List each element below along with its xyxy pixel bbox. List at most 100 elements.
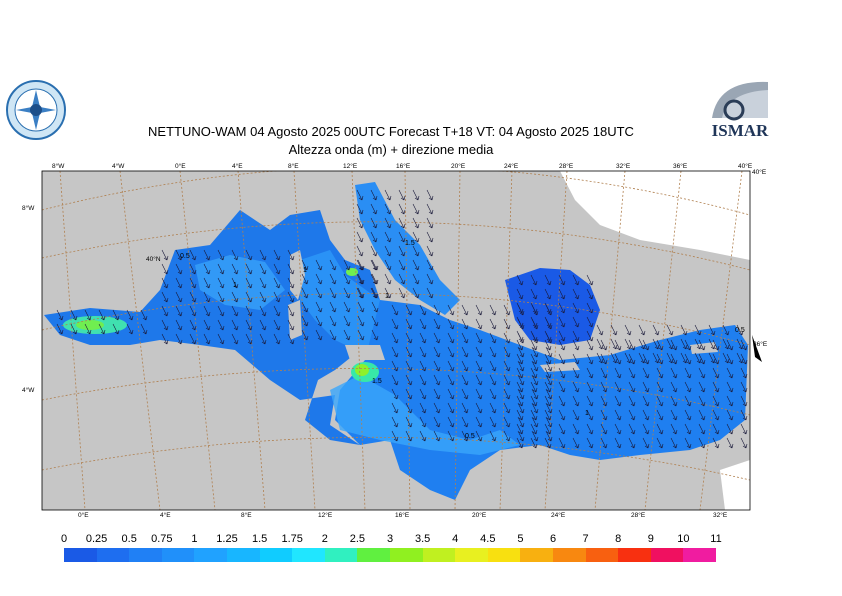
wave-direction-arrow xyxy=(489,430,497,442)
map-subtitle: Altezza onda (m) + direzione media xyxy=(288,142,494,157)
wave-direction-arrow xyxy=(384,217,392,229)
wave-direction-arrow xyxy=(433,430,441,442)
colorbar-label: 0.75 xyxy=(151,533,173,545)
wave-direction-arrow xyxy=(545,388,553,400)
wave-direction-arrow xyxy=(475,346,483,358)
wave-direction-arrow xyxy=(419,430,427,442)
wave-direction-arrow xyxy=(489,304,497,316)
wave-direction-arrow xyxy=(273,291,281,303)
wave-direction-arrow xyxy=(680,324,688,336)
wave-direction-arrow xyxy=(419,416,427,428)
wave-direction-arrow xyxy=(726,367,734,379)
wave-direction-arrow xyxy=(203,263,211,275)
lon-label: 4°E xyxy=(160,511,171,519)
wave-hotspot-sicily-core xyxy=(355,364,369,376)
wave-direction-arrow xyxy=(572,409,580,421)
colorbar-cell xyxy=(64,548,97,562)
wave-direction-arrow xyxy=(419,402,427,414)
wave-direction-arrow xyxy=(245,263,253,275)
wave-direction-arrow xyxy=(545,346,553,358)
wave-direction-arrow xyxy=(273,333,281,345)
wave-direction-arrow xyxy=(140,309,148,321)
wave-direction-arrow xyxy=(189,333,197,345)
wave-direction-arrow xyxy=(684,409,692,421)
wave-direction-arrow xyxy=(652,352,660,364)
wave-direction-arrow xyxy=(315,273,323,285)
north-arrow-icon xyxy=(752,335,762,362)
wave-direction-arrow xyxy=(642,367,650,379)
wave-direction-arrow xyxy=(461,374,469,386)
wave-direction-arrow xyxy=(175,333,183,345)
contour-label: 1 xyxy=(585,410,589,417)
wave-direction-arrow xyxy=(461,402,469,414)
lon-label: 0°E xyxy=(78,511,89,519)
wave-direction-arrow xyxy=(698,409,706,421)
wave-direction-arrow xyxy=(405,318,413,330)
wave-direction-arrow xyxy=(315,259,323,271)
wave-direction-arrow xyxy=(433,318,441,330)
colorbar-cell xyxy=(194,548,227,562)
wave-direction-arrow xyxy=(356,217,364,229)
wave-direction-arrow xyxy=(544,330,552,342)
wave-direction-arrow xyxy=(558,381,566,393)
wave-direction-arrow xyxy=(245,277,253,289)
wave-direction-arrow xyxy=(217,333,225,345)
contour-label: 1 xyxy=(233,282,237,289)
wave-direction-arrow xyxy=(161,277,169,289)
wave-direction-arrow xyxy=(217,291,225,303)
wave-direction-arrow xyxy=(475,402,483,414)
colorbar-label: 2 xyxy=(321,533,328,545)
wave-direction-arrow xyxy=(586,274,594,286)
wave-direction-arrow xyxy=(736,324,744,336)
wave-direction-arrow xyxy=(419,346,427,358)
lat-label: 36°E xyxy=(753,340,768,348)
wave-direction-arrow xyxy=(628,437,636,449)
wave-direction-arrow xyxy=(489,360,497,372)
wave-direction-arrow xyxy=(516,316,524,328)
wave-direction-arrow xyxy=(516,381,524,393)
wave-direction-arrow xyxy=(301,301,309,313)
wave-direction-arrow xyxy=(740,423,748,435)
wave-direction-arrow xyxy=(189,319,197,331)
wave-direction-arrow xyxy=(433,388,441,400)
lat-label: 40°E xyxy=(752,168,767,176)
wave-direction-arrow xyxy=(544,339,552,351)
wave-direction-arrow xyxy=(517,374,525,386)
cyprus-land xyxy=(690,342,718,354)
wave-direction-arrow xyxy=(698,395,706,407)
wave-direction-arrow xyxy=(112,323,120,335)
colorbar-cell xyxy=(455,548,488,562)
wave-direction-arrow xyxy=(516,437,524,449)
colorbar-label: 10 xyxy=(677,533,690,545)
wave-direction-arrow xyxy=(447,346,455,358)
wave-direction-arrow xyxy=(231,263,239,275)
wave-direction-arrow xyxy=(558,437,566,449)
wave-direction-arrow xyxy=(356,259,364,271)
wave-direction-arrow xyxy=(572,367,580,379)
wave-direction-arrow xyxy=(666,338,674,350)
wave-direction-arrow xyxy=(545,416,553,428)
wave-direction-arrow xyxy=(315,315,323,327)
colorbar-label: 0.25 xyxy=(85,533,108,545)
wave-direction-arrow xyxy=(544,316,552,328)
wave-direction-arrow xyxy=(642,409,650,421)
wave-direction-arrow xyxy=(656,437,664,449)
wave-direction-arrow xyxy=(572,288,580,300)
lon-label: 12°E xyxy=(318,511,333,519)
colorbar-label: 3 xyxy=(386,533,394,545)
wave-direction-arrow xyxy=(544,353,552,365)
wave-direction-arrow xyxy=(586,423,594,435)
wave-direction-arrow xyxy=(722,324,730,336)
wave-direction-arrow xyxy=(652,338,660,350)
wave-direction-arrow xyxy=(426,189,434,201)
wave-direction-arrow xyxy=(586,409,594,421)
wave-direction-arrow xyxy=(684,423,692,435)
wave-direction-arrow xyxy=(384,245,392,257)
colorbar-cell xyxy=(161,548,195,562)
wave-direction-arrow xyxy=(600,437,608,449)
lon-label: 4°W xyxy=(112,162,125,170)
wave-direction-arrow xyxy=(572,302,580,314)
wave-direction-arrow xyxy=(231,305,239,317)
wave-direction-arrow xyxy=(736,338,744,350)
wave-direction-arrow xyxy=(356,287,364,299)
